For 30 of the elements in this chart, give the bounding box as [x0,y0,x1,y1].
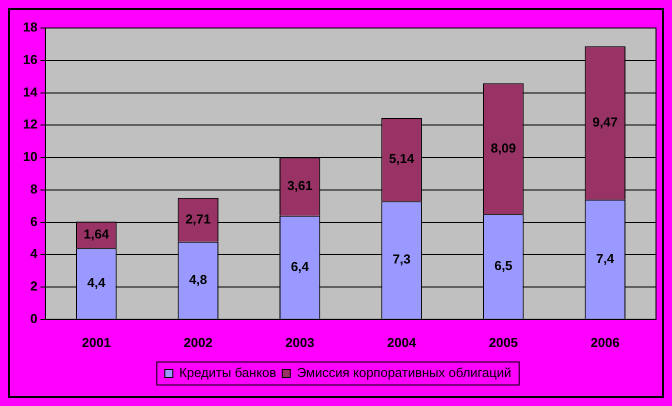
y-tick-label: 16 [22,52,38,67]
x-tick-label: 2006 [590,334,620,350]
data-label: 7,4 [596,250,615,266]
data-label: 9,47 [592,114,618,130]
y-tick-label: 12 [22,116,38,132]
x-tick-label: 2003 [285,334,314,350]
data-label: 6,4 [290,258,310,274]
y-tick-label: 4 [30,246,38,262]
y-tick-label: 2 [30,278,38,294]
data-label: 3,61 [287,178,313,194]
data-label: 7,3 [392,252,411,267]
legend-label: Эмиссия корпоративных облигаций [296,365,512,380]
x-tick-label: 2004 [387,334,417,350]
legend-label: Кредиты банков [179,365,276,380]
data-label: 4,4 [87,275,106,290]
y-tick-label: 18 [22,20,38,35]
data-label: 5,14 [388,151,416,166]
y-tick-label: 8 [30,181,38,196]
y-tick-label: 10 [22,149,38,164]
data-label: 2,71 [185,211,211,226]
data-label: 4,8 [189,272,208,287]
x-tick-label: 2005 [488,334,518,350]
data-label: 1,64 [84,226,110,242]
y-tick-label: 14 [22,84,38,100]
x-tick-label: 2002 [184,334,213,350]
y-tick-label: 6 [30,214,38,229]
data-label: 6,5 [494,258,512,274]
y-tick-label: 0 [30,310,38,326]
data-label: 8,09 [490,140,516,156]
x-tick-label: 2001 [82,334,111,350]
